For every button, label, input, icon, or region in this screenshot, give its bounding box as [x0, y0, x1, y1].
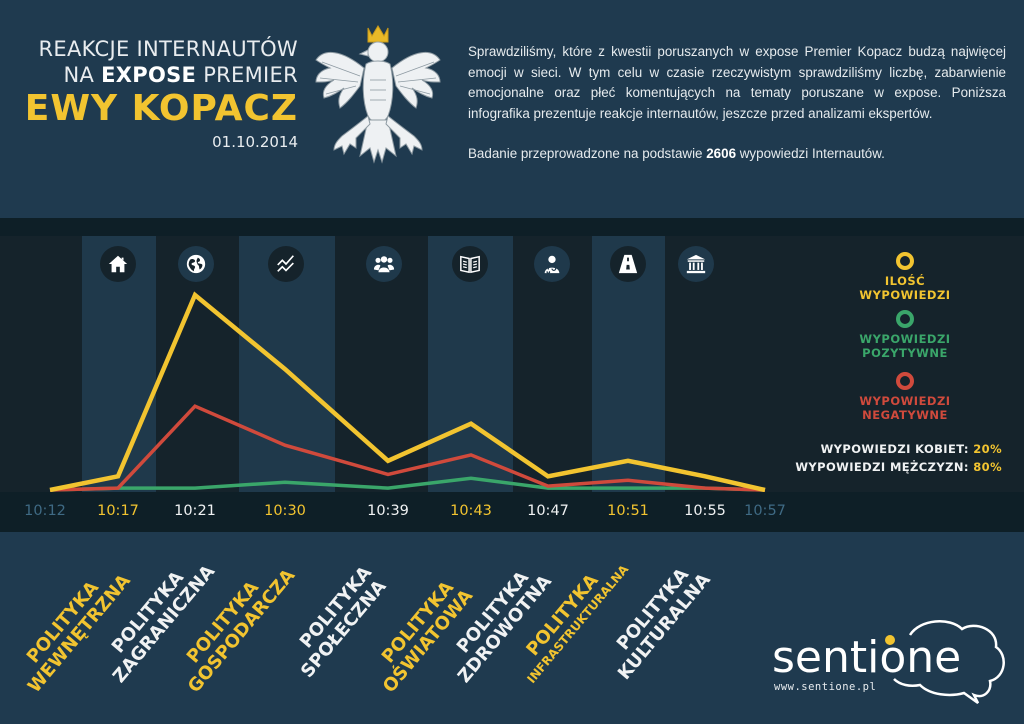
legend-item-negative: WYPOWIEDZI NEGATYWNE: [835, 372, 975, 422]
title-name: EWY KOPACZ: [24, 88, 298, 129]
title-line-1: REAKCJE INTERNAUTÓW: [38, 37, 298, 61]
series-line-wypowiedzi-pozytywne: [49, 476, 766, 492]
intro-paragraph-2: Badanie przeprowadzone na podstawie 2606…: [468, 144, 1006, 165]
bank-building-icon: [678, 246, 714, 282]
men-pct: 80%: [973, 460, 1002, 474]
yellow-ring-icon: [896, 252, 914, 270]
legend-label-line1: WYPOWIEDZI: [859, 394, 951, 408]
intro-p2-suffix: wypowiedzi Internautów.: [736, 146, 885, 161]
women-pct: 20%: [973, 442, 1002, 456]
people-group-icon: [366, 246, 402, 282]
title-suffix: PREMIER: [196, 63, 298, 87]
topic-categories: POLITYKA WEWNĘTRZNA POLITYKA ZAGRANICZNA POL…: [0, 532, 1024, 724]
men-stat: WYPOWIEDZI MĘŻCZYZN: 80%: [795, 458, 1002, 476]
x-tick-label: 10:47: [527, 503, 569, 519]
intro-paragraph-1: Sprawdziliśmy, które z kwestii poruszany…: [468, 44, 1006, 121]
logo-dot: [885, 635, 895, 645]
women-stat: WYPOWIEDZI KOBIET: 20%: [795, 440, 1002, 458]
x-tick-label: 10:55: [684, 503, 726, 519]
x-tick-label: 10:43: [450, 503, 492, 519]
sentione-logo: sentione www.sentione.pl: [760, 615, 1010, 705]
title-line-2: NA EXPOSE PREMIER: [25, 62, 298, 88]
chart-area: [0, 236, 1024, 492]
doctor-icon: [534, 246, 570, 282]
trend-chart-icon: [268, 246, 304, 282]
legend-label-line2: POZYTYWNE: [862, 346, 948, 360]
legend-label-line1: ILOŚĆ: [884, 274, 926, 288]
title-prefix: NA: [63, 63, 102, 87]
women-label: WYPOWIEDZI KOBIET:: [820, 442, 974, 456]
road-icon: [610, 246, 646, 282]
x-tick-label: 10:17: [97, 503, 139, 519]
x-tick-label: 10:57: [744, 503, 786, 519]
time-axis: 10:12 10:17 10:21 10:30 10:39 10:43 10:47 10:51…: [0, 492, 1024, 532]
x-tick-label: 10:30: [264, 503, 306, 519]
intro-text: Sprawdziliśmy, które z kwestii poruszany…: [468, 42, 1006, 165]
title-date: 01.10.2014: [212, 133, 298, 151]
legend-label-line1: WYPOWIEDZI: [859, 332, 951, 346]
polish-eagle-emblem-icon: [315, 25, 441, 164]
legend-item-positive: WYPOWIEDZI POZYTYWNE: [835, 310, 975, 360]
open-book-icon: [452, 246, 488, 282]
header: REAKCJE INTERNAUTÓW NA EXPOSE PREMIER EW…: [0, 0, 1024, 218]
home-icon: [100, 246, 136, 282]
speech-cloud-icon: [893, 620, 1005, 705]
logo-url: www.sentione.pl: [774, 681, 877, 693]
logo-brand: sentione: [772, 632, 962, 683]
red-ring-icon: [896, 372, 914, 390]
x-tick-label: 10:12: [24, 503, 66, 519]
series-line-wypowiedzi-negatywne: [49, 404, 766, 492]
x-tick-label: 10:21: [174, 503, 216, 519]
legend-item-total: ILOŚĆ WYPOWIEDZI: [835, 252, 975, 302]
series-line-ilość-wypowiedzi: [49, 291, 766, 492]
green-ring-icon: [896, 310, 914, 328]
men-label: WYPOWIEDZI MĘŻCZYZN:: [795, 460, 974, 474]
title-bold: EXPOSE: [101, 63, 197, 87]
x-tick-label: 10:51: [607, 503, 649, 519]
line-chart: [49, 291, 766, 492]
sample-size: 2606: [706, 146, 737, 161]
legend-label-line2: NEGATYWNE: [862, 408, 948, 422]
intro-p2-prefix: Badanie przeprowadzone na podstawie: [468, 146, 707, 161]
gender-stats: WYPOWIEDZI KOBIET: 20% WYPOWIEDZI MĘŻCZY…: [795, 440, 1002, 476]
legend-label-line2: WYPOWIEDZI: [859, 288, 951, 302]
globe-icon: [178, 246, 214, 282]
title-block: REAKCJE INTERNAUTÓW NA EXPOSE PREMIER EW…: [25, 36, 298, 152]
divider-stripe: [0, 218, 1024, 236]
x-tick-label: 10:39: [367, 503, 409, 519]
